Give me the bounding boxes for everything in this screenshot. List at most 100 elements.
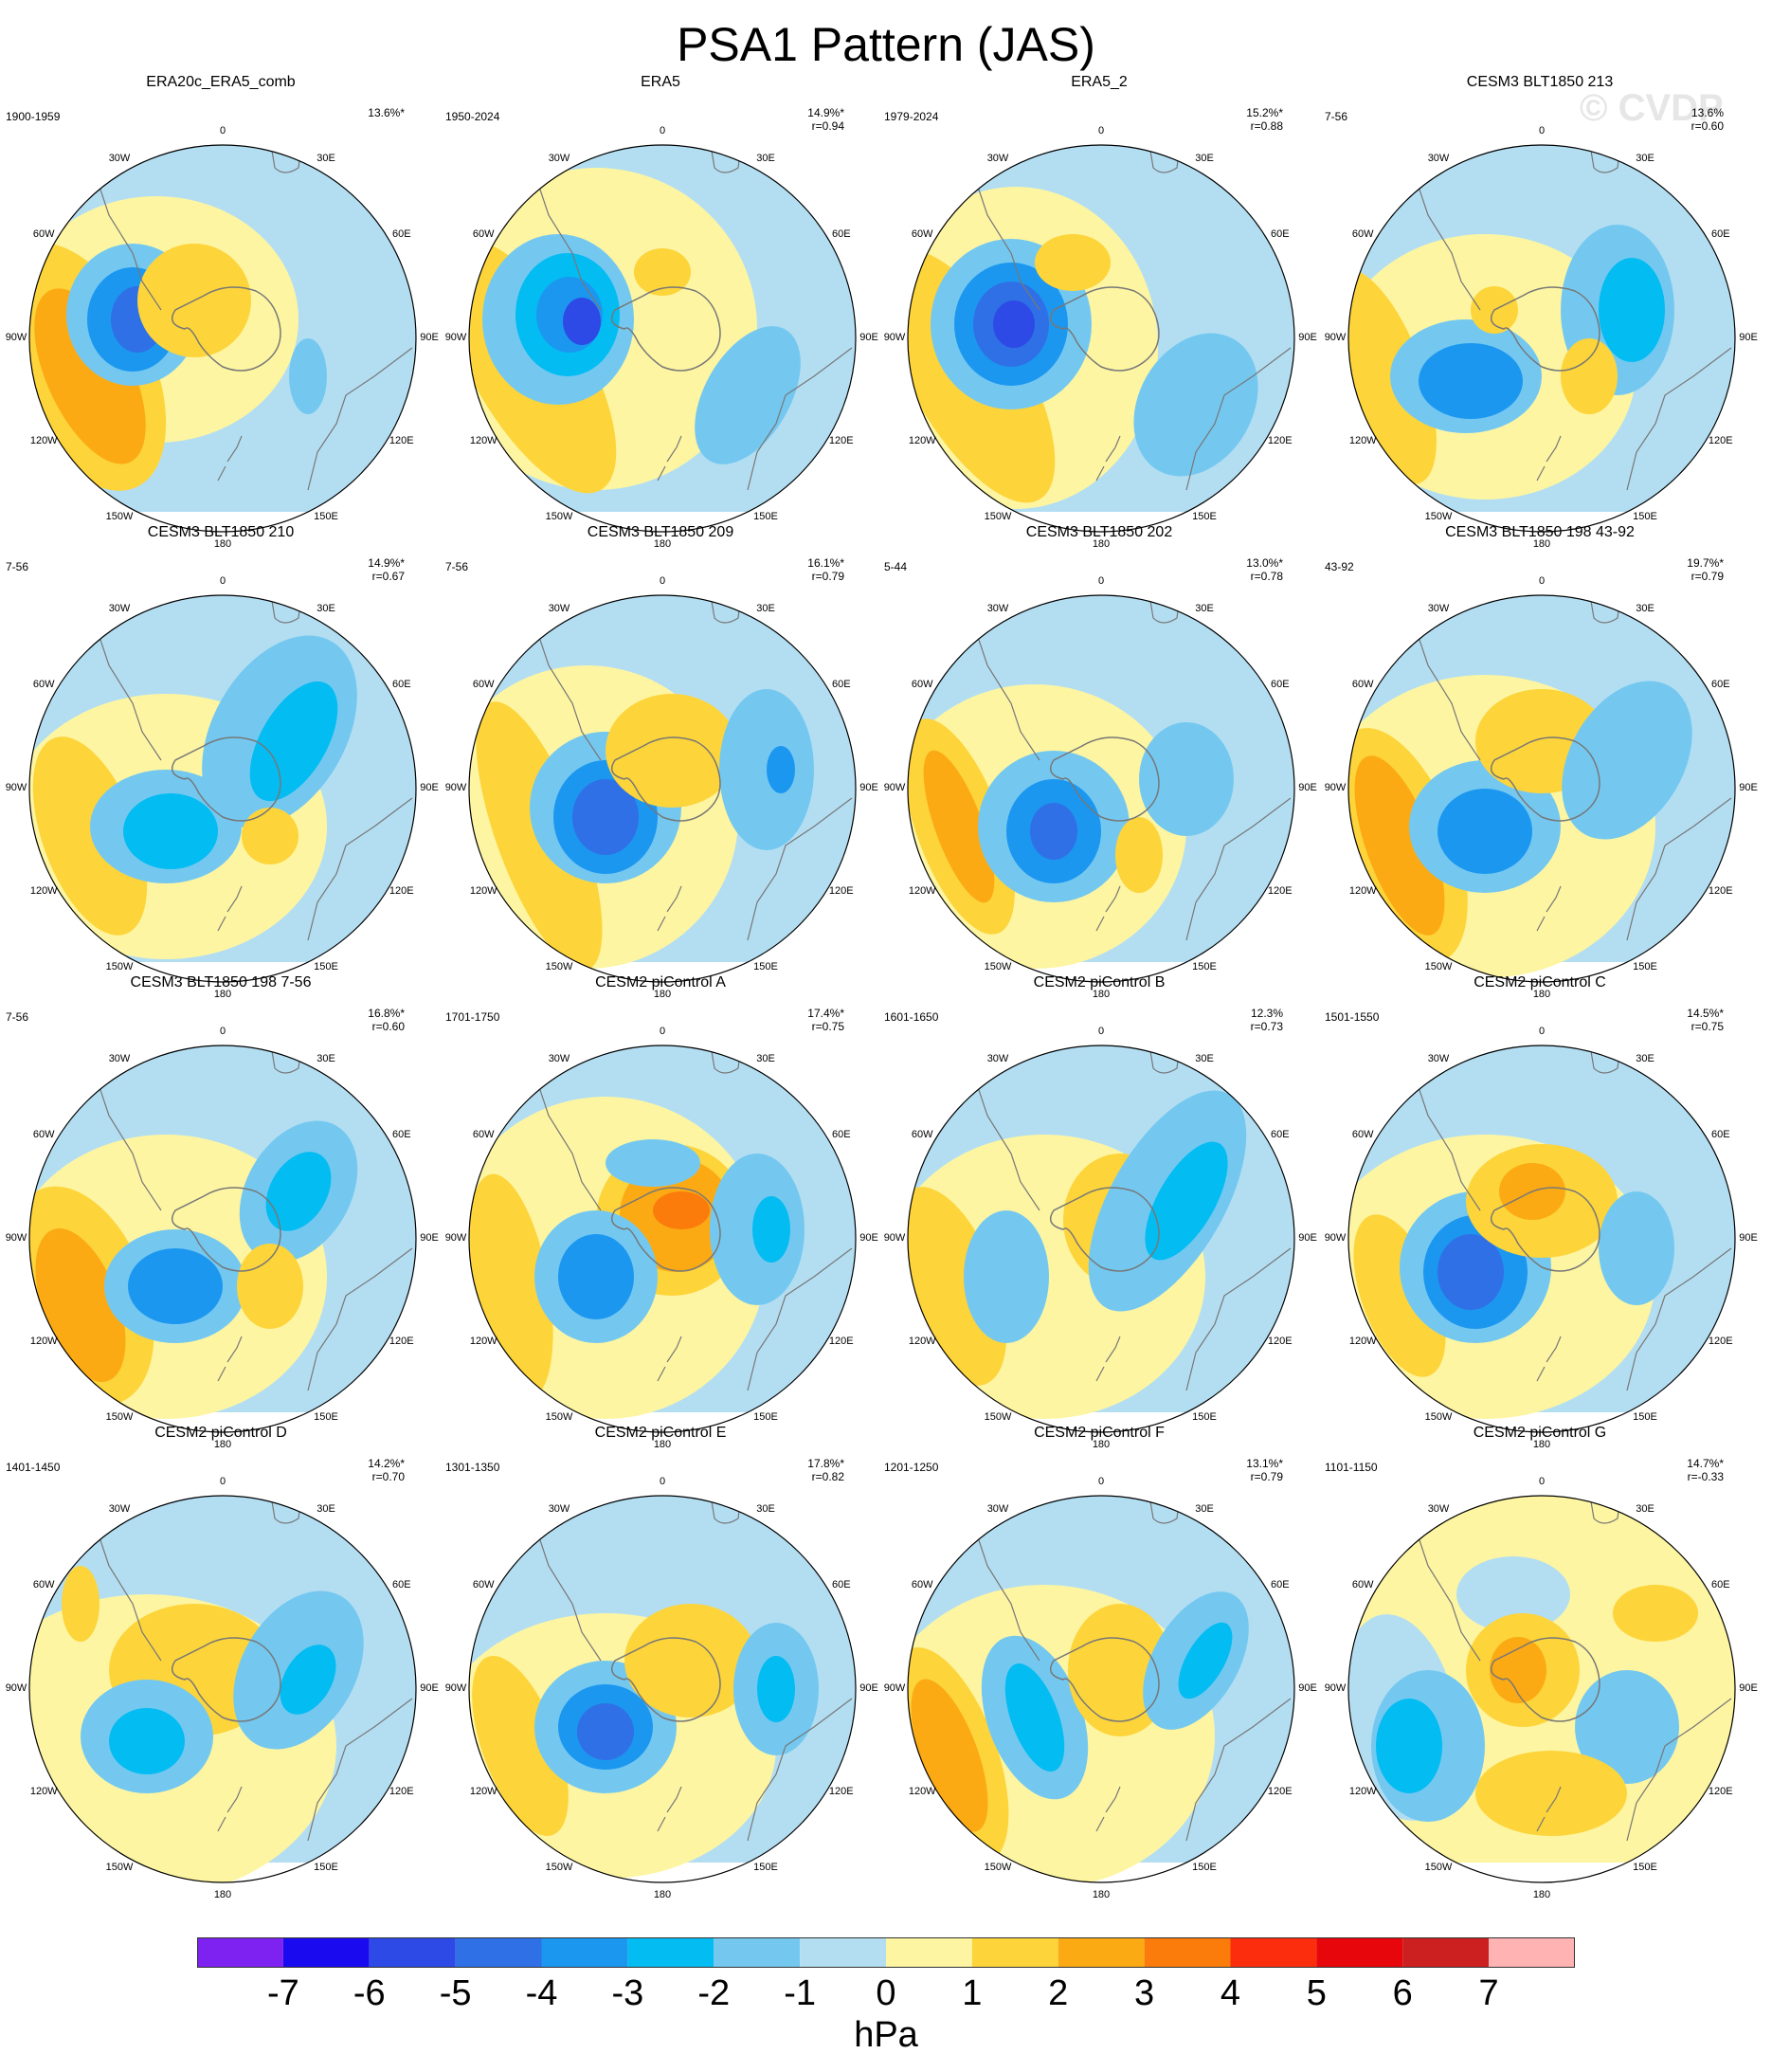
panel-period: 1101-1150 <box>1325 1461 1378 1474</box>
south-america-coastline <box>529 608 602 761</box>
longitude-label: 60W <box>911 1579 933 1590</box>
anomaly-contour <box>1437 1234 1504 1310</box>
colorbar-swatch <box>886 1937 972 1968</box>
panel-stats: 13.6%* <box>334 106 405 119</box>
australia-coastline <box>1185 347 1292 491</box>
panel-title: CESM3 BLT1850 198 43-92 <box>1445 524 1635 540</box>
longitude-label: 30W <box>548 603 570 615</box>
longitude-label: 120W <box>908 1336 936 1347</box>
australia-coastline <box>747 1247 853 1391</box>
anomaly-contour <box>606 1139 700 1187</box>
panel-period: 5-44 <box>884 560 908 573</box>
antarctica-coastline <box>1049 1187 1160 1272</box>
anomaly-contour <box>606 694 738 808</box>
longitude-label: 30E <box>756 603 775 615</box>
pattern-correlation: r=0.88 <box>1250 119 1283 133</box>
colorbar-swatch <box>455 1937 542 1968</box>
longitude-label: 180 <box>1092 1439 1111 1450</box>
longitude-label: 150E <box>753 1861 778 1873</box>
panel-stats: 16.8%* r=0.60 <box>334 1007 405 1033</box>
panel-stats: 16.1%* r=0.79 <box>773 556 844 583</box>
colorbar-swatch <box>1489 1937 1575 1968</box>
longitude-label: 150E <box>314 510 338 522</box>
longitude-label: 90E <box>1298 782 1317 793</box>
map-panel: CESM3 BLT1850 198 7-56 7-56 16.8%* r=0.60 0 3… <box>2 974 440 1450</box>
longitude-label: 150W <box>545 960 573 972</box>
longitude-label: 180 <box>1532 1439 1551 1450</box>
panel-title: ERA5_2 <box>1071 74 1128 90</box>
anomaly-contour <box>653 1191 710 1229</box>
antarctica-coastline <box>1049 1637 1160 1722</box>
polar-map <box>1347 1045 1736 1433</box>
australia-coastline <box>1626 1698 1732 1842</box>
antarctica-coastline <box>171 286 281 372</box>
australia-coastline <box>1626 797 1732 941</box>
africa-coastline <box>1588 1496 1623 1524</box>
longitude-label: 150E <box>1192 510 1217 522</box>
variance-percent: 15.2%* <box>1246 106 1283 119</box>
longitude-label: 90E <box>1298 1682 1317 1694</box>
panel-period: 7-56 <box>1325 110 1348 123</box>
longitude-label: 30W <box>1427 1503 1450 1516</box>
pattern-correlation: r=-0.33 <box>1687 1470 1724 1483</box>
longitude-label: 120E <box>1267 885 1293 897</box>
pattern-correlation: r=0.94 <box>811 119 844 133</box>
longitude-label: 120E <box>1708 1786 1733 1797</box>
map-panel: CESM3 BLT1850 210 7-56 14.9%* r=0.67 0 30E 60E… <box>2 524 440 1000</box>
colorbar-swatch <box>800 1937 886 1968</box>
africa-coastline <box>1148 595 1183 624</box>
longitude-label: 150W <box>984 510 1012 522</box>
new-zealand-coastline <box>217 435 243 482</box>
polar-map <box>468 144 857 533</box>
longitude-label: 30W <box>1427 1053 1450 1065</box>
longitude-label: 60E <box>1270 1129 1290 1140</box>
pattern-correlation: r=0.67 <box>371 570 405 583</box>
colorbar-swatch <box>1402 1937 1490 1968</box>
longitude-label: 60E <box>831 228 851 240</box>
map-panel: CESM2 piControl G 1101-1150 14.7%* r=-0.33 0… <box>1321 1425 1759 1900</box>
longitude-label: 120W <box>469 1786 497 1797</box>
pattern-correlation: r=0.70 <box>371 1470 405 1483</box>
colorbar-swatch <box>714 1937 801 1968</box>
longitude-label: 120E <box>1708 1336 1733 1347</box>
longitude-label: 0 <box>219 125 226 136</box>
colorbar-swatch <box>369 1937 456 1968</box>
longitude-label: 120E <box>828 1336 854 1347</box>
anomaly-contour <box>572 779 639 855</box>
longitude-label: 120W <box>1348 885 1377 897</box>
longitude-label: 150W <box>1424 1861 1453 1873</box>
longitude-label: 30E <box>1195 1503 1214 1516</box>
anomaly-contour <box>563 298 601 345</box>
pattern-correlation: r=0.75 <box>1691 1020 1724 1033</box>
map-boundary <box>907 1045 1295 1433</box>
longitude-label: 180 <box>213 538 232 550</box>
panel-title: CESM2 piControl G <box>1473 1425 1607 1441</box>
south-america-coastline <box>1408 1508 1481 1662</box>
panel-title: CESM3 BLT1850 213 <box>1466 74 1614 90</box>
longitude-label: 150W <box>984 1861 1012 1873</box>
africa-coastline <box>709 595 744 624</box>
longitude-label: 150W <box>545 510 573 522</box>
anomaly-contour <box>249 681 338 802</box>
pattern-correlation: r=0.78 <box>1250 570 1283 583</box>
anomaly-contour <box>1145 1141 1228 1261</box>
longitude-label: 30E <box>1195 1053 1214 1065</box>
antarctica-coastline <box>171 1637 281 1722</box>
colorbar-swatch <box>1058 1937 1145 1968</box>
panel-stats: 17.4%* r=0.75 <box>773 1007 844 1033</box>
longitude-label: 30W <box>108 1503 131 1516</box>
australia-coastline <box>1626 1247 1732 1391</box>
longitude-label: 120E <box>389 1336 414 1347</box>
longitude-label: 180 <box>1092 538 1111 550</box>
colorbar-tick-label: 6 <box>1392 1973 1413 2013</box>
longitude-label: 30W <box>986 1503 1009 1516</box>
longitude-label: 30W <box>986 153 1009 165</box>
pattern-correlation: r=0.82 <box>811 1470 844 1483</box>
map-panel: ERA20c_ERA5_comb 1900-1959 13.6%* 0 30E 60E 90… <box>2 74 440 550</box>
longitude-label: 90E <box>420 1232 439 1244</box>
anomaly-contour <box>1613 1585 1698 1642</box>
australia-coastline <box>1185 797 1292 941</box>
longitude-label: 90E <box>1739 1232 1758 1244</box>
longitude-label: 90W <box>883 332 906 343</box>
longitude-label: 0 <box>1538 1476 1546 1487</box>
